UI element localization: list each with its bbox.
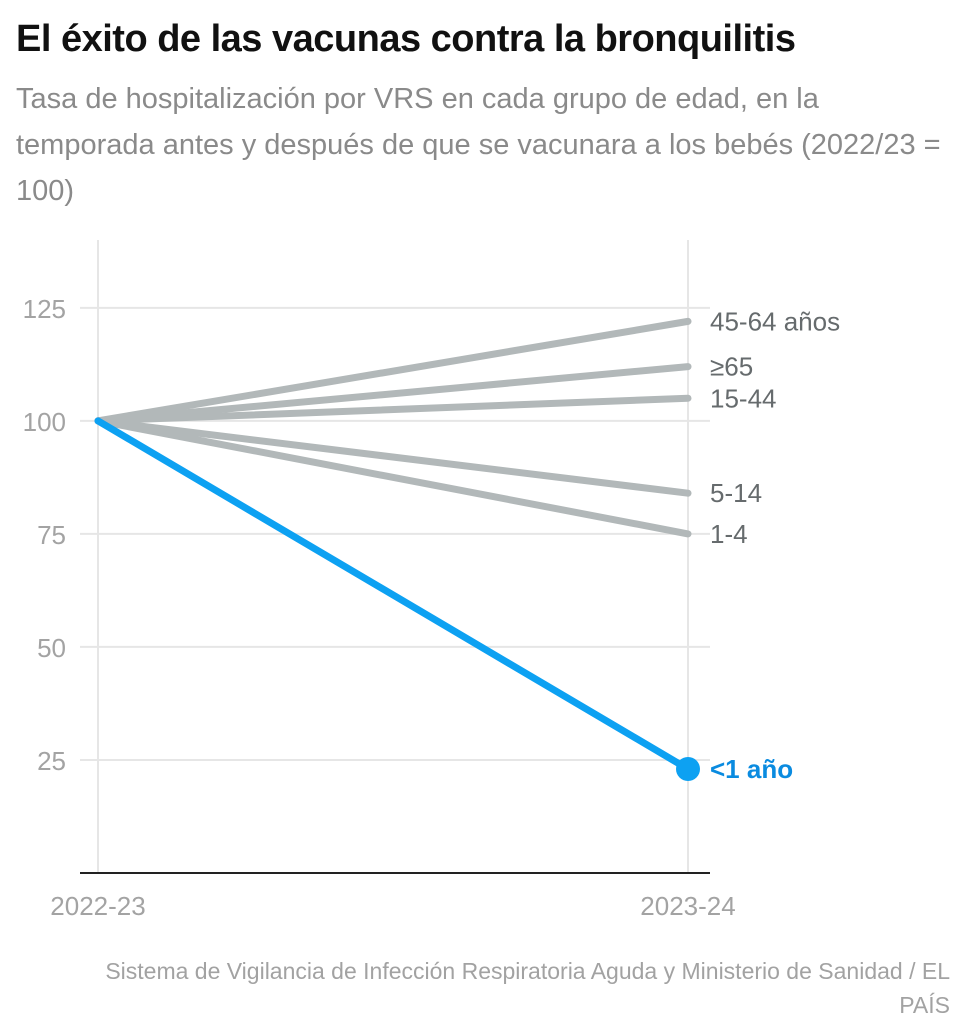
series-line xyxy=(94,417,692,497)
y-tick-label: 50 xyxy=(37,633,66,663)
series-label: 15-44 xyxy=(710,383,777,413)
series-label: 1-4 xyxy=(710,519,748,549)
series-label: 5-14 xyxy=(710,478,762,508)
chart-subtitle: Tasa de hospitalización por VRS en cada … xyxy=(16,83,941,207)
series-layer xyxy=(94,317,700,782)
series-line xyxy=(94,394,692,425)
y-tick-label: 25 xyxy=(37,746,66,776)
grid-layer: 25 50 75 100 125 2022-23 2023-24 xyxy=(23,240,736,921)
y-tick-label: 75 xyxy=(37,520,66,550)
source-note: Sistema de Vigilancia de Infección Respi… xyxy=(105,958,950,1018)
y-tick-label: 125 xyxy=(23,294,66,324)
chart-title: El éxito de las vacunas contra la bronqu… xyxy=(16,18,796,60)
x-tick-label: 2023-24 xyxy=(640,891,735,921)
line-chart: 25 50 75 100 125 2022-23 2023-24 45-64 años ≥65… xyxy=(23,240,840,921)
series-label: 45-64 años xyxy=(710,306,840,336)
y-tick-label: 100 xyxy=(23,407,66,437)
series-line xyxy=(94,363,692,425)
series-line xyxy=(94,417,692,773)
series-line xyxy=(94,417,692,538)
series-end-point xyxy=(676,757,700,782)
x-tick-label: 2022-23 xyxy=(50,891,145,921)
series-line xyxy=(94,317,692,425)
series-label: ≥65 xyxy=(710,352,753,382)
series-label: <1 año xyxy=(710,754,793,784)
